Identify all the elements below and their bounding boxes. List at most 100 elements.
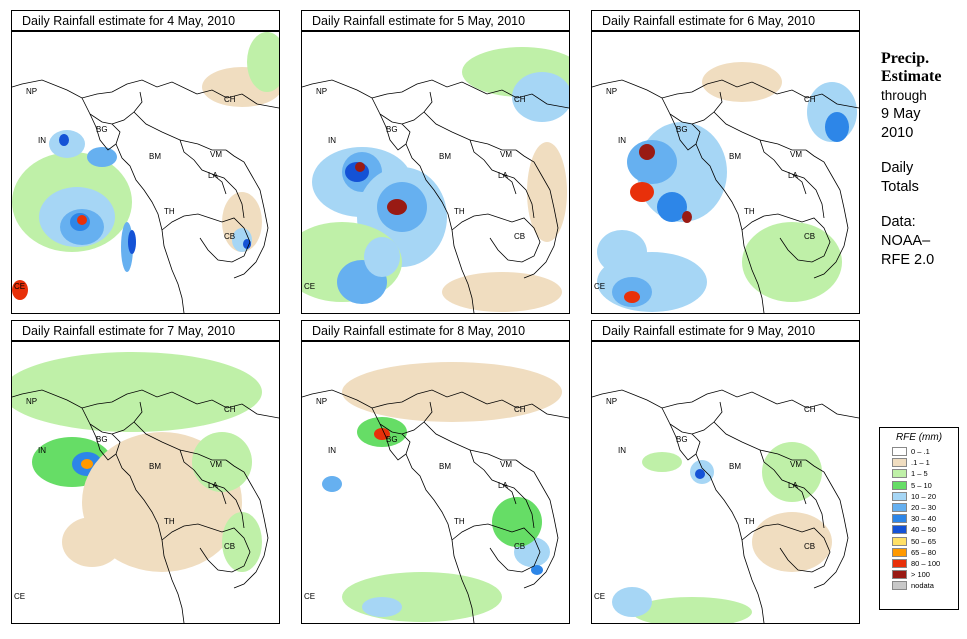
rainfall-map: NP CH IN BG BM VM LA TH CB CE [591, 31, 860, 314]
country-label-np: NP [316, 87, 327, 96]
map-graphic: NP CH IN BG BM VM LA TH CB CE [592, 342, 859, 623]
country-label-in: IN [38, 136, 46, 145]
country-border [661, 91, 723, 125]
legend-swatch [892, 480, 907, 490]
country-label-bm: BM [729, 462, 741, 471]
rainfall-area [682, 211, 692, 223]
country-border [469, 139, 517, 195]
legend-item: 0 – .1 [880, 446, 958, 457]
country-label-in: IN [38, 446, 46, 455]
rainfall-area [87, 147, 117, 167]
legend-swatch [892, 514, 907, 524]
country-border [379, 423, 411, 461]
panel-title: Daily Rainfall estimate for 6 May, 2010 [591, 10, 860, 31]
country-label-np: NP [26, 87, 37, 96]
country-label-cb: CB [224, 542, 235, 551]
rainfall-area [322, 476, 342, 492]
rainfall-area [624, 291, 640, 303]
rainfall-map: NP CH IN BG BM VM LA TH CB CE [11, 341, 280, 624]
legend-label: 5 – 10 [911, 480, 932, 490]
legend-label: > 100 [911, 570, 930, 580]
country-border [179, 449, 227, 505]
country-label-ch: CH [514, 405, 526, 414]
country-label-bm: BM [439, 152, 451, 161]
country-label-in: IN [328, 446, 336, 455]
rainfall-area [597, 230, 647, 274]
legend-item: nodata [880, 580, 958, 591]
panel-title: Daily Rainfall estimate for 9 May, 2010 [591, 320, 860, 341]
country-label-vm: VM [500, 460, 512, 469]
country-border [515, 459, 559, 589]
country-label-bm: BM [149, 152, 161, 161]
rainfall-area [695, 469, 705, 479]
country-label-la: LA [208, 171, 218, 180]
rainfall-area [442, 272, 562, 312]
country-label-in: IN [328, 136, 336, 145]
country-border [81, 401, 143, 435]
map-panel-9-may: Daily Rainfall estimate for 9 May, 2010 … [591, 320, 860, 624]
rainfall-area [364, 237, 400, 277]
country-border [776, 89, 859, 109]
country-label-th: TH [454, 517, 465, 526]
country-border [759, 449, 807, 505]
legend-item: 65 – 80 [880, 547, 958, 558]
map-panel-5-may: Daily Rainfall estimate for 5 May, 2010 … [301, 10, 570, 314]
legend-item: .1 – 1 [880, 457, 958, 468]
rainfall-area [12, 352, 262, 432]
sidebar-caption: Precip. Estimate through 9 May 2010 Dail… [881, 50, 967, 270]
legend-label: 30 – 40 [911, 514, 937, 524]
rainfall-area [355, 162, 365, 172]
legend-label: 1 – 5 [911, 469, 928, 479]
country-border [669, 113, 701, 151]
map-graphic: NP CH IN BG BM VM LA TH CB CE [12, 342, 279, 623]
country-border [741, 523, 831, 573]
map-panel-4-may: Daily Rainfall estimate for 4 May, 2010 … [11, 10, 280, 314]
map-panel-8-may: Daily Rainfall estimate for 8 May, 2010 … [301, 320, 570, 624]
rainfall-area [387, 199, 407, 215]
rainfall-area [362, 597, 402, 617]
panel-title: Daily Rainfall estimate for 5 May, 2010 [301, 10, 570, 31]
country-label-bg: BG [386, 435, 398, 444]
country-border [805, 459, 849, 589]
rainfall-area [342, 362, 562, 422]
rainfall-area [612, 587, 652, 617]
country-label-np: NP [606, 397, 617, 406]
country-label-ch: CH [224, 95, 236, 104]
legend-item: 1 – 5 [880, 468, 958, 479]
country-border [759, 139, 807, 195]
rainfall-area [630, 182, 654, 202]
country-label-la: LA [788, 171, 798, 180]
country-label-np: NP [606, 87, 617, 96]
country-border [379, 113, 411, 151]
data-label: Data: [881, 214, 916, 230]
country-border [805, 149, 849, 279]
country-label-in: IN [618, 136, 626, 145]
legend-swatch [892, 469, 907, 479]
country-border [225, 459, 269, 589]
country-border [12, 79, 198, 99]
rainfall-area [128, 230, 136, 254]
country-label-ce: CE [304, 592, 315, 601]
country-label-ch: CH [224, 405, 236, 414]
country-border [592, 79, 778, 99]
rainfall-area [192, 432, 252, 492]
country-label-la: LA [788, 481, 798, 490]
country-label-la: LA [208, 481, 218, 490]
legend-label: .1 – 1 [911, 458, 930, 468]
rainfall-map: NP CH IN BG BM VM LA TH CB CE [301, 31, 570, 314]
country-label-ce: CE [594, 592, 605, 601]
country-label-bm: BM [149, 462, 161, 471]
legend-item: 10 – 20 [880, 491, 958, 502]
country-border [405, 143, 475, 313]
country-border [486, 89, 569, 109]
country-border [741, 213, 831, 263]
legend-label: 20 – 30 [911, 502, 937, 512]
country-border [211, 173, 245, 219]
country-border [669, 423, 701, 461]
country-label-bm: BM [729, 152, 741, 161]
legend-swatch [892, 558, 907, 568]
end-date-line-2: 2010 [881, 125, 914, 141]
country-border [791, 483, 825, 529]
legend-swatch [892, 581, 907, 591]
rainfall-area [825, 112, 849, 142]
